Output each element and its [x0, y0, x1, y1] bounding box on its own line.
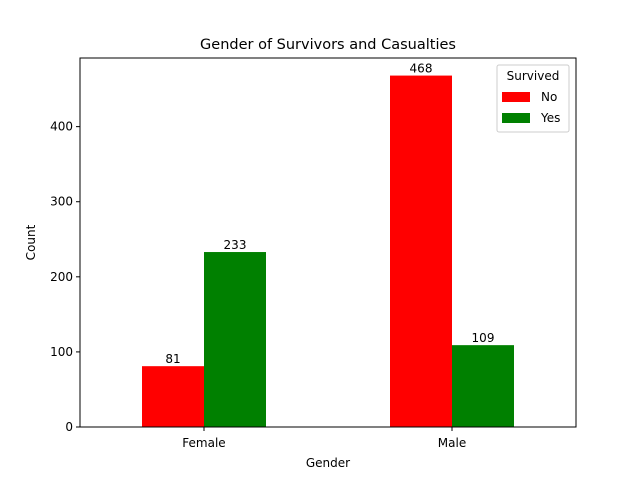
y-tick-label: 0: [65, 420, 73, 434]
legend-label-yes: Yes: [540, 111, 560, 125]
bar-male-no: [390, 75, 452, 428]
bar-female-no: [142, 366, 204, 427]
legend-swatch-yes: [502, 113, 530, 123]
legend-swatch-no: [502, 92, 530, 102]
y-tick-label: 400: [50, 120, 73, 134]
data-label-male-yes: 109: [472, 331, 495, 345]
x-axis: Female Male: [182, 427, 466, 450]
y-tick-label: 100: [50, 345, 73, 359]
data-label-female-no: 81: [165, 352, 180, 366]
y-tick-label: 200: [50, 270, 73, 284]
bar-female-yes: [204, 252, 266, 427]
data-labels: 81 233 468 109: [165, 62, 494, 367]
bar-male-yes: [452, 345, 514, 427]
y-axis-label: Count: [24, 224, 38, 260]
x-tick-label-male: Male: [438, 436, 466, 450]
data-label-male-no: 468: [410, 62, 433, 76]
legend-items: No Yes: [502, 90, 560, 125]
bars: [142, 75, 514, 428]
x-axis-label: Gender: [306, 456, 350, 470]
data-label-female-yes: 233: [224, 238, 247, 252]
x-tick-label-female: Female: [182, 436, 225, 450]
legend-label-no: No: [541, 90, 557, 104]
y-tick-label: 300: [50, 195, 73, 209]
plot-frame: [79, 57, 577, 428]
chart-title: Gender of Survivors and Casualties: [200, 37, 456, 53]
legend-title: Survived: [507, 69, 560, 83]
y-axis: 0 100 200 300 400: [50, 120, 80, 434]
legend: Survived No Yes: [496, 64, 570, 133]
